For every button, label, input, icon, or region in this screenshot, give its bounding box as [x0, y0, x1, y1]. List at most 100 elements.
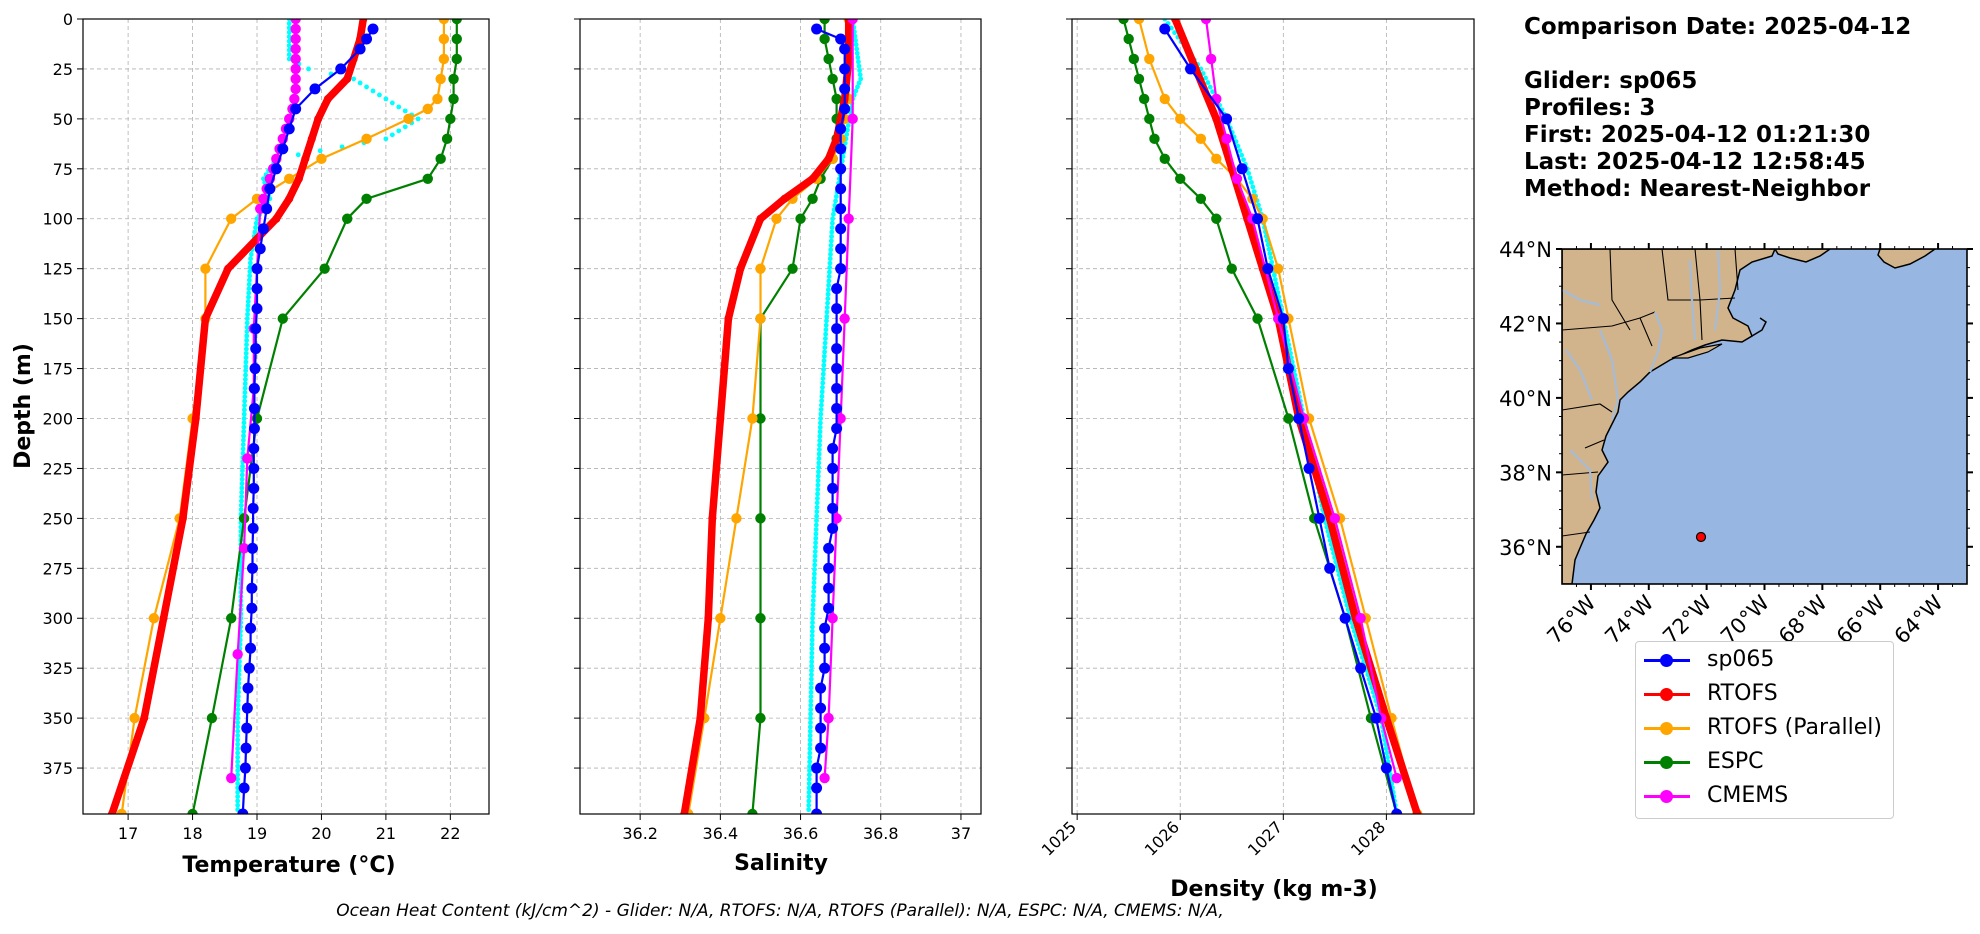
data-point [370, 88, 376, 94]
data-point [284, 173, 295, 184]
data-point [250, 343, 262, 355]
data-point [243, 368, 249, 374]
data-point [244, 342, 249, 348]
data-point [1266, 246, 1272, 252]
data-point [826, 274, 832, 279]
data-point [815, 682, 827, 694]
data-point [809, 641, 815, 647]
data-point [236, 676, 242, 682]
data-point [816, 460, 822, 466]
data-point [696, 714, 705, 723]
data-point [187, 808, 198, 814]
data-point [857, 72, 863, 78]
data-point [1269, 259, 1275, 265]
data-point [807, 737, 813, 743]
data-point [251, 283, 263, 295]
data-point [361, 33, 373, 45]
data-point [1262, 263, 1274, 275]
data-point [245, 307, 251, 313]
data-point [235, 724, 241, 730]
series-espc [747, 19, 842, 814]
data-point [827, 442, 839, 454]
data-point [295, 152, 301, 158]
data-point [1246, 170, 1252, 176]
data-point [240, 742, 252, 754]
data-point [241, 433, 246, 439]
data-point [383, 136, 389, 142]
ohc-footer: Ocean Heat Content (kJ/cm^2) - Glider: N… [336, 901, 1224, 921]
data-point [246, 294, 251, 300]
data-point [290, 19, 301, 25]
data-point [206, 712, 218, 724]
data-point [819, 398, 825, 404]
data-point [787, 263, 798, 274]
data-point [1385, 754, 1390, 760]
data-point [806, 807, 812, 813]
data-point [351, 76, 357, 82]
data-point [240, 463, 245, 469]
data-point [451, 53, 462, 65]
data-point [1267, 251, 1273, 256]
data-point [240, 446, 246, 452]
map-lon-label: 76°W [1542, 590, 1600, 648]
data-point [247, 502, 259, 514]
data-point [241, 420, 247, 426]
data-point [811, 580, 817, 586]
data-point [272, 214, 281, 223]
data-point [435, 153, 446, 165]
data-point [808, 715, 813, 721]
map-lat-label: 44°N [1499, 238, 1552, 262]
data-point [823, 542, 835, 554]
legend-label: RTOFS [1707, 681, 1778, 706]
data-point [389, 132, 395, 138]
data-point [810, 606, 816, 612]
data-point [277, 313, 288, 324]
data-point [236, 672, 242, 678]
data-point [248, 442, 260, 454]
map-land-maritimes [1774, 249, 1832, 263]
data-point [813, 544, 818, 550]
data-point [317, 148, 323, 154]
x-tick-label: 21 [376, 824, 396, 843]
data-point [244, 320, 250, 326]
data-point [242, 453, 253, 464]
data-point [1339, 612, 1351, 624]
data-point [242, 381, 248, 387]
x-tick-label: 1025 [1038, 817, 1080, 859]
data-point [809, 637, 815, 643]
grid [83, 18, 489, 814]
data-point [253, 225, 258, 231]
data-point [415, 116, 421, 122]
data-point [825, 300, 830, 306]
data-point [813, 527, 819, 532]
data-point [807, 746, 813, 752]
data-point [237, 808, 249, 814]
data-point [815, 487, 821, 492]
data-point [244, 324, 250, 330]
data-point [812, 553, 818, 559]
data-point [243, 363, 249, 369]
grid [580, 18, 981, 814]
data-point [247, 269, 253, 274]
data-point [235, 750, 241, 756]
data-point [1144, 113, 1155, 125]
data-point [242, 398, 248, 404]
data-point [807, 755, 813, 760]
data-point [806, 785, 812, 791]
data-point [257, 223, 269, 235]
data-point [253, 220, 259, 226]
data-point [858, 76, 864, 82]
data-point [811, 593, 816, 599]
data-point [235, 707, 241, 712]
data-point [747, 413, 758, 424]
data-point [854, 50, 860, 56]
data-point [1303, 462, 1315, 474]
data-point [240, 442, 246, 447]
data-point [235, 759, 241, 765]
data-point [240, 468, 245, 474]
map-lon-label: 66°W [1832, 590, 1890, 648]
data-point [831, 383, 843, 395]
x-tick-label: 18 [182, 824, 202, 843]
data-point [809, 668, 814, 673]
data-point [819, 662, 831, 674]
